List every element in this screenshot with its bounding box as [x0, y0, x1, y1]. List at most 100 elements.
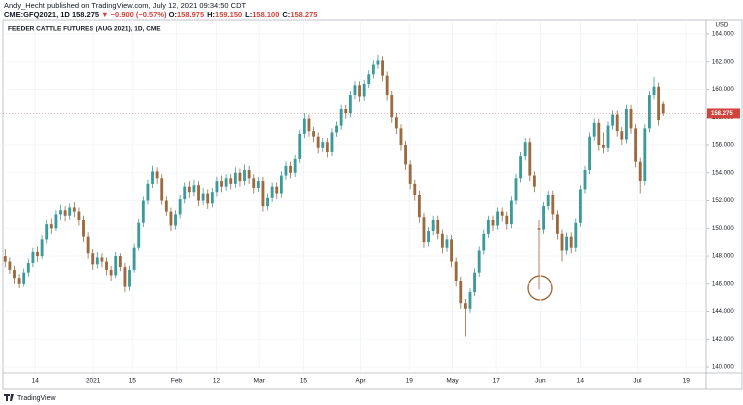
logo-text: TradingView	[17, 395, 56, 402]
candle-body	[270, 186, 274, 198]
candle-body	[49, 224, 53, 229]
candle-body	[413, 183, 417, 195]
candle-body	[321, 142, 325, 148]
y-tick-label: 142.000	[712, 337, 734, 343]
candle-body	[537, 228, 541, 230]
candle-body	[279, 175, 283, 194]
candle-body	[95, 257, 99, 265]
candle-body	[330, 132, 334, 152]
candle-body	[408, 164, 412, 184]
candle-body	[316, 136, 320, 148]
candle-body	[13, 269, 16, 279]
candle-body	[440, 233, 444, 248]
candle-body	[63, 210, 67, 216]
candle-body	[275, 186, 279, 194]
candle-body	[367, 74, 371, 84]
y-tick-label: 148.000	[712, 254, 734, 260]
candle-body	[118, 256, 122, 268]
candle-body	[100, 257, 104, 262]
candle-body	[169, 211, 173, 226]
ohlc-label: H:	[207, 10, 216, 19]
y-tick-label: 152.000	[712, 198, 734, 204]
x-tick-label: 15	[300, 378, 308, 385]
ohlc-value: 158.975	[177, 10, 205, 19]
ohlc-value: 159.150	[215, 10, 243, 19]
candle-body	[381, 60, 384, 76]
candle-body	[220, 181, 223, 187]
candle-body	[597, 122, 601, 146]
candle-body	[164, 200, 168, 212]
candle-body	[657, 86, 661, 121]
candle-body	[68, 207, 72, 216]
candle-body	[206, 193, 210, 204]
candle-body	[445, 239, 449, 248]
last-price: 158.275	[71, 10, 100, 19]
candle-body	[36, 251, 39, 257]
candle-body	[201, 193, 205, 201]
y-tick-label: 144.000	[712, 309, 734, 315]
x-tick-label: May	[446, 378, 459, 385]
candle-body	[123, 267, 127, 287]
candle-body	[482, 233, 486, 251]
candle-body	[624, 108, 628, 140]
candle-body	[371, 64, 375, 75]
x-tick-label: Jun	[535, 378, 546, 385]
candle-body	[647, 95, 651, 129]
candle-body	[358, 85, 361, 97]
candle-body	[312, 131, 315, 137]
candle-body	[390, 95, 394, 118]
candle-body	[293, 158, 297, 173]
candle-body	[404, 145, 407, 165]
candle-body	[560, 233, 564, 251]
candle-body	[289, 165, 292, 173]
candle-body	[542, 206, 546, 230]
ohlc-label: O:	[168, 10, 177, 19]
candle-body	[620, 131, 624, 140]
candle-body	[178, 199, 182, 215]
x-tick-label: Apr	[355, 378, 366, 385]
candle-body	[187, 186, 191, 193]
y-tick-label: 150.000	[712, 226, 734, 232]
candle-body	[574, 222, 578, 248]
candle-body	[500, 211, 504, 216]
candle-body	[109, 269, 113, 276]
candle-body	[307, 118, 311, 132]
price-label: 158.275	[711, 111, 733, 117]
candle-body	[417, 194, 421, 218]
candle-body	[151, 171, 154, 184]
candle-body	[509, 200, 513, 225]
x-tick-label: Jul	[633, 378, 642, 385]
candle-body	[266, 197, 269, 207]
candle-body	[197, 185, 200, 201]
candle-body	[54, 214, 58, 229]
candle-body	[256, 181, 260, 189]
candle-body	[399, 128, 403, 146]
candle-body	[583, 169, 587, 190]
candle-body	[82, 219, 85, 237]
candle-body	[376, 60, 380, 65]
change: ▼ −0.900 (−0.57%)	[101, 10, 167, 19]
candle-body	[160, 178, 164, 201]
candle-body	[174, 214, 177, 226]
x-tick-label: 19	[406, 378, 414, 385]
logo-icon	[4, 394, 14, 401]
candle-body	[592, 122, 596, 137]
candle-body	[555, 214, 559, 234]
candle-body	[238, 172, 242, 182]
ohlc: O:158.975 H:159.150 L:158.100 C:158.275	[169, 10, 321, 19]
candle-body	[229, 178, 233, 184]
candle-body	[128, 269, 131, 287]
candle-body	[606, 125, 610, 148]
candle-body	[505, 215, 509, 225]
candle-body	[353, 85, 357, 96]
candle-body	[339, 108, 343, 126]
candle-body	[141, 200, 145, 223]
candle-body	[325, 142, 329, 152]
candle-body	[422, 217, 426, 243]
currency: USD	[716, 23, 729, 29]
candle-body	[233, 172, 237, 184]
y-tick-label: 140.000	[712, 365, 734, 371]
candle-body	[532, 175, 536, 187]
candle-body	[546, 194, 550, 207]
